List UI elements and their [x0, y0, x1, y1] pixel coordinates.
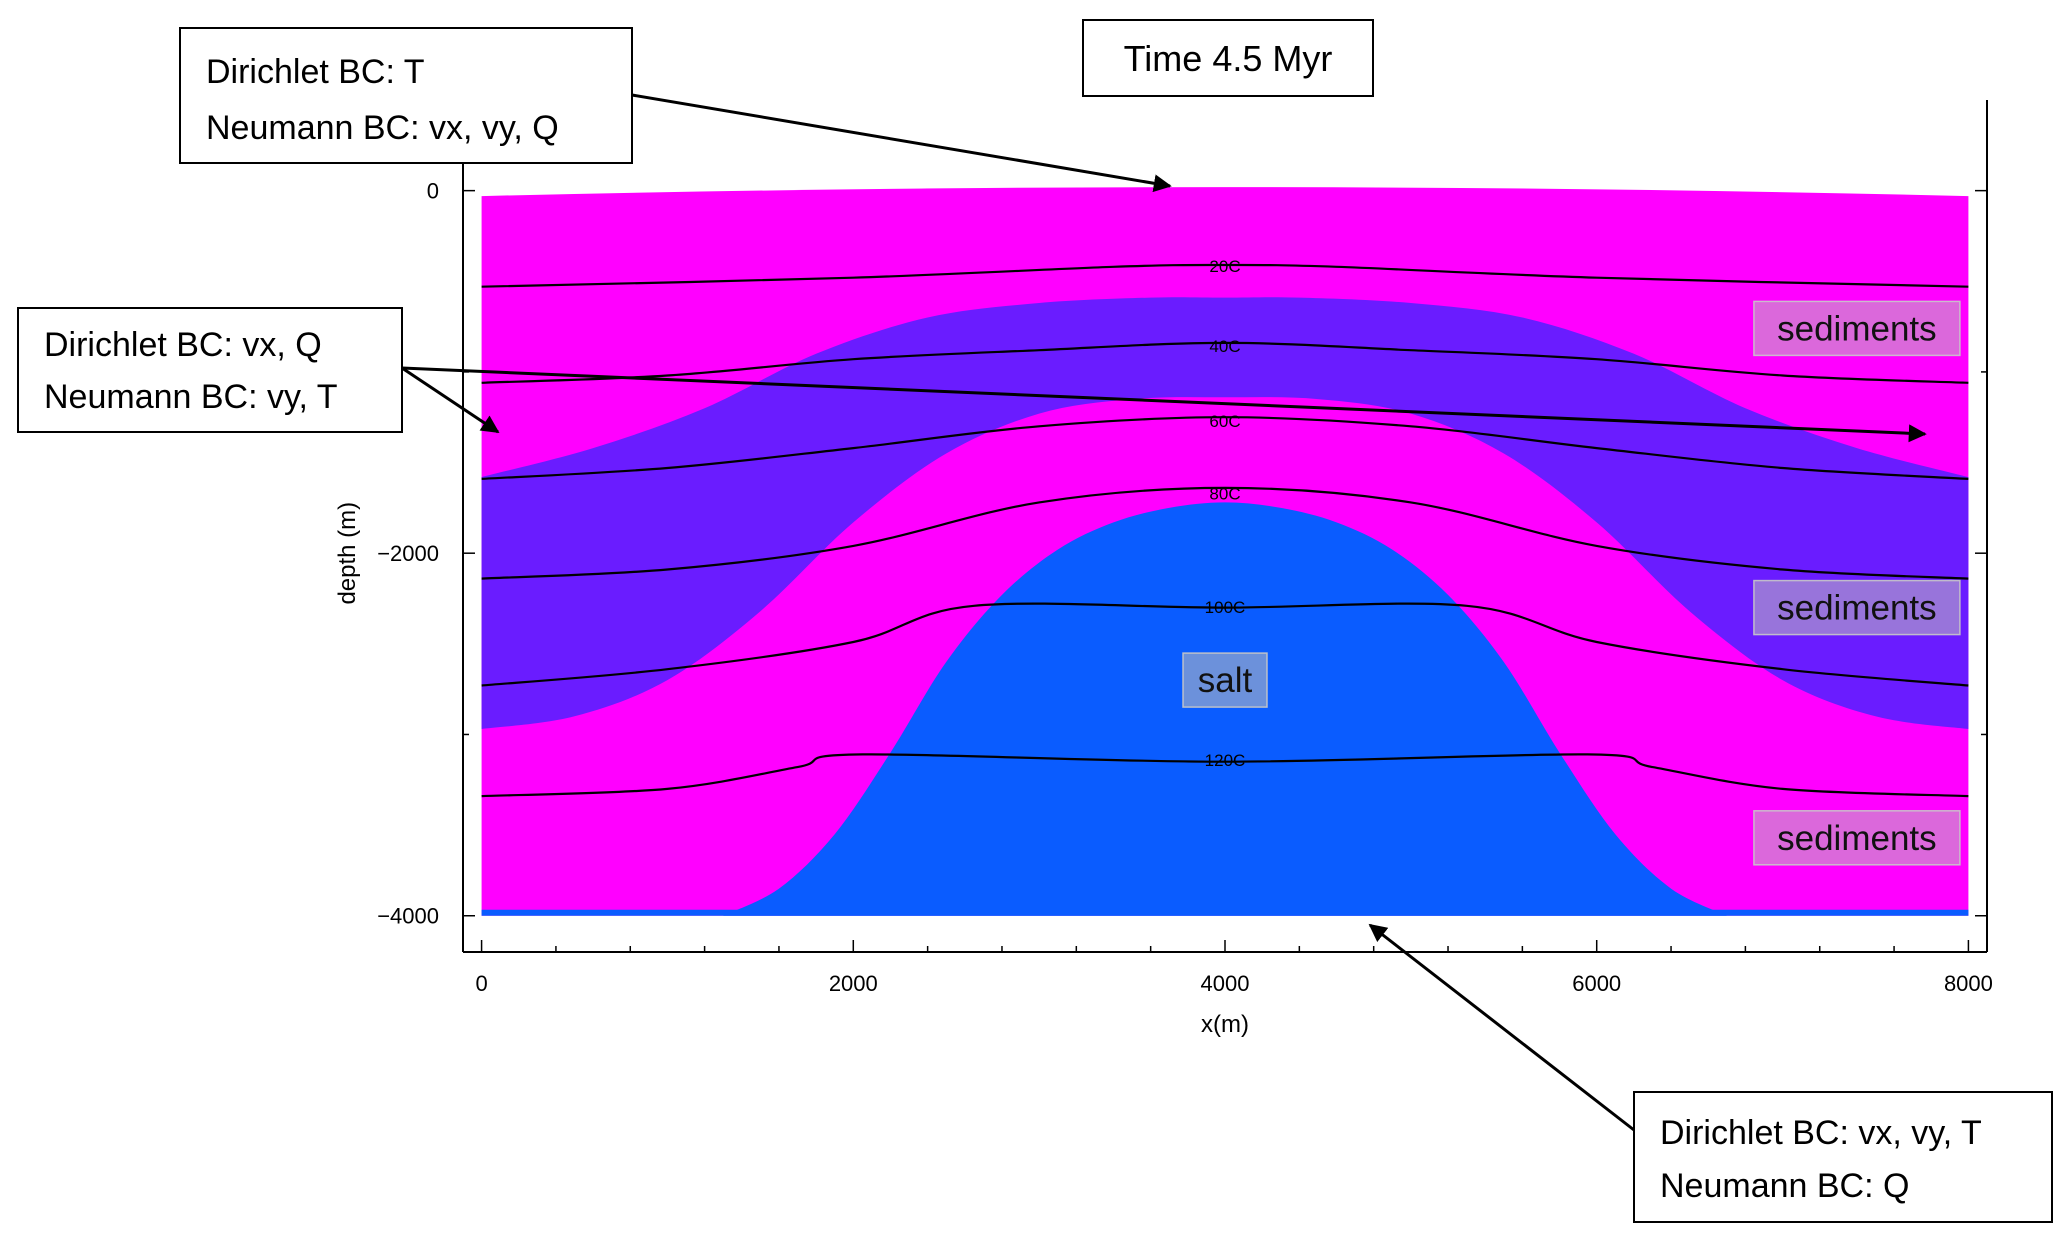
x-tick-label: 6000 [1572, 971, 1621, 996]
contour-20C [481, 263, 1969, 288]
chart-title-box: Time 4.5 Myr [1082, 19, 1374, 97]
contour-80C [481, 486, 1969, 580]
annotation-top-arrow [631, 93, 1172, 193]
region-label-box [1753, 300, 1961, 357]
region-label-salt: salt [1198, 661, 1253, 700]
axes: 0 2000 4000 6000 8000 0 −2000 −4000 x(m) depth … [334, 100, 1993, 1038]
contour-label-60C: 60C [1209, 412, 1240, 431]
region-label-sediments: sediments [1777, 309, 1937, 348]
region-label-box [1753, 810, 1961, 866]
annotation-top-line-1: Dirichlet BC: T [206, 53, 425, 91]
contour-100C [481, 602, 1969, 687]
contour-label-40C: 40C [1209, 337, 1240, 356]
salt-base-layer [481, 909, 1969, 916]
annotation-bottom-boundary: Dirichlet BC: vx, vy, T Neumann BC: Q [1368, 923, 2053, 1223]
y-axis-label: depth (m) [334, 502, 361, 605]
region-label-box [1182, 652, 1268, 708]
contour-label-120C: 120C [1205, 751, 1246, 770]
x-tick-label: 2000 [829, 971, 878, 996]
annotation-side-line-1: Dirichlet BC: vx, Q [44, 326, 322, 364]
region-label-sediments: sediments [1777, 819, 1937, 858]
annotation-top-line-2: Neumann BC: vx, vy, Q [206, 109, 559, 147]
y-tick-label: −2000 [377, 541, 439, 566]
x-tick-label: 8000 [1944, 971, 1993, 996]
contour-label-100C: 100C [1205, 598, 1246, 617]
region-label-sediments: sediments [1777, 589, 1937, 628]
x-tick-label: 4000 [1201, 971, 1250, 996]
annotation-bottom-line-1: Dirichlet BC: vx, vy, T [1660, 1114, 1982, 1152]
annotation-top-boundary: Dirichlet BC: T Neumann BC: vx, vy, Q [179, 27, 1172, 193]
contour-60C [481, 416, 1969, 480]
annotation-bottom-arrow [1368, 923, 1635, 1132]
contour-label-20C: 20C [1209, 257, 1240, 276]
x-tick-label: 0 [475, 971, 487, 996]
annotation-side-line-2: Neumann BC: vy, T [44, 378, 338, 416]
x-axis-label: x(m) [1201, 1011, 1249, 1038]
annotation-bottom-line-2: Neumann BC: Q [1660, 1167, 1909, 1205]
axis-ticks: 0 2000 4000 6000 8000 0 −2000 −4000 [377, 179, 1993, 996]
salt-region [723, 502, 1727, 916]
chart-title: Time 4.5 Myr [1124, 38, 1333, 79]
annotation-side-boundary: Dirichlet BC: vx, Q Neumann BC: vy, T [17, 307, 1927, 443]
annotation-side-arrow-left [401, 366, 500, 434]
contour-40C [481, 341, 1969, 384]
y-tick-label: −4000 [377, 904, 439, 929]
annotation-side-arrow-right [401, 366, 1927, 443]
y-tick-label: 0 [427, 179, 439, 204]
isotherm-contours: 20C 40C 60C 80C 100C 120C [481, 257, 1969, 798]
contour-120C [481, 753, 1969, 798]
middle-layer-region [481, 297, 1969, 729]
region-labels: sediments sediments salt sediments [1182, 300, 1961, 866]
contour-label-80C: 80C [1209, 485, 1240, 504]
region-label-box [1753, 579, 1961, 636]
